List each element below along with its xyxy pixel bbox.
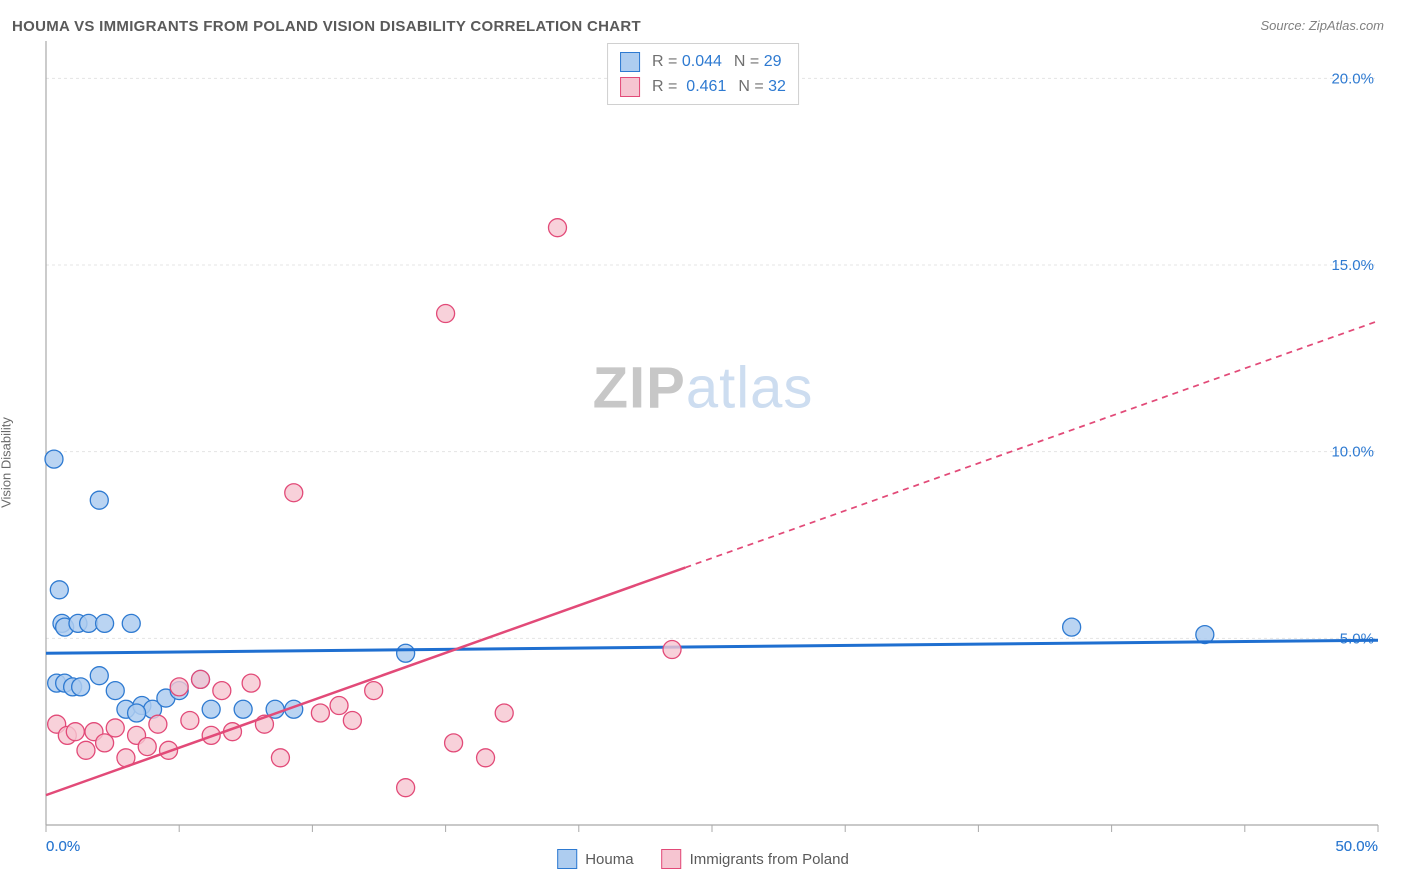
scatter-chart: 5.0%10.0%15.0%20.0%0.0%50.0%0.0%50.0% <box>0 35 1406 875</box>
svg-text:10.0%: 10.0% <box>1331 444 1374 461</box>
swatch-icon <box>620 77 640 97</box>
swatch-icon <box>620 52 640 72</box>
legend-item-houma: Houma <box>557 849 633 869</box>
series-legend: Houma Immigrants from Poland <box>557 849 849 869</box>
swatch-icon <box>557 849 577 869</box>
swatch-icon <box>662 849 682 869</box>
legend-item-poland: Immigrants from Poland <box>662 849 849 869</box>
legend-label: Immigrants from Poland <box>690 851 849 868</box>
source-attribution: Source: ZipAtlas.com <box>1260 18 1384 33</box>
legend-row-poland: R = 0.461 N = 32 <box>620 75 786 100</box>
svg-text:15.0%: 15.0% <box>1331 257 1374 274</box>
chart-container: Vision Disability 5.0%10.0%15.0%20.0%0.0… <box>0 35 1406 875</box>
svg-text:20.0%: 20.0% <box>1331 70 1374 87</box>
svg-text:50.0%: 50.0% <box>1335 838 1378 855</box>
legend-label: Houma <box>585 851 633 868</box>
correlation-legend: R = 0.044 N = 29 R = 0.461 N = 32 <box>607 43 799 105</box>
chart-title: HOUMA VS IMMIGRANTS FROM POLAND VISION D… <box>12 18 641 35</box>
legend-row-houma: R = 0.044 N = 29 <box>620 50 786 75</box>
svg-text:0.0%: 0.0% <box>46 838 80 855</box>
